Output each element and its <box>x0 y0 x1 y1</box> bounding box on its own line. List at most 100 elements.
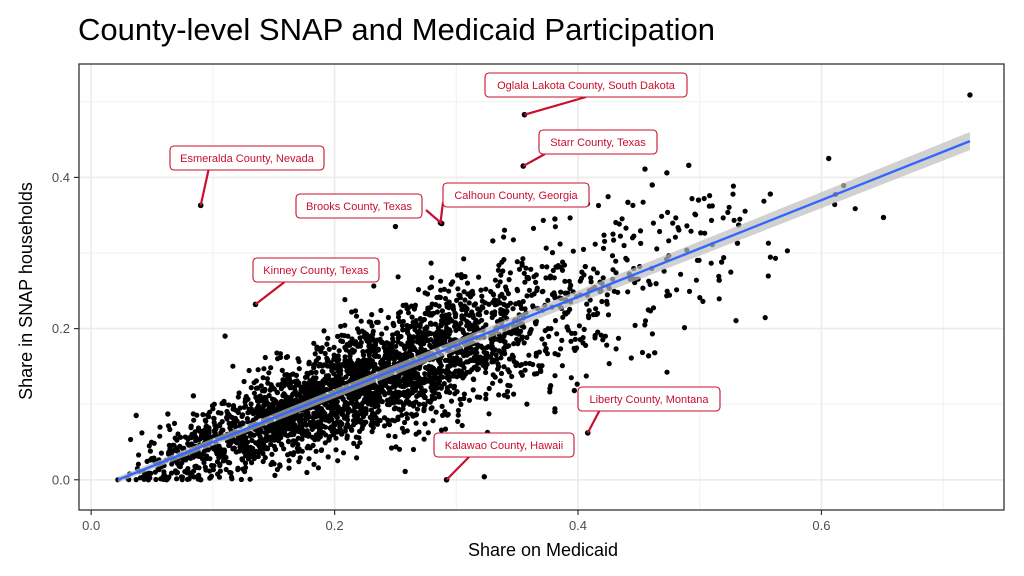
data-point <box>577 278 583 284</box>
data-point <box>333 447 339 453</box>
data-point <box>326 418 332 424</box>
data-point <box>461 256 467 262</box>
data-point <box>761 198 767 204</box>
data-point <box>436 394 443 400</box>
annotation-leader-line <box>445 456 470 481</box>
plot-panel: Oglala Lakota County, South Dakota Starr … <box>52 63 1005 533</box>
annotation-label-box <box>295 193 423 219</box>
data-point <box>285 403 291 409</box>
data-point <box>552 216 558 222</box>
data-point <box>476 319 482 325</box>
data-point <box>472 301 478 307</box>
annotation-label: Liberty County, Montana <box>589 394 709 406</box>
data-point <box>689 196 695 202</box>
data-point <box>653 281 659 287</box>
data-point <box>253 440 259 446</box>
data-point <box>526 276 532 282</box>
data-point <box>514 326 520 332</box>
data-point <box>406 392 412 399</box>
data-point <box>454 389 460 395</box>
data-point <box>316 431 322 437</box>
data-point <box>469 367 475 373</box>
data-point <box>274 466 280 473</box>
data-point <box>526 352 532 358</box>
data-point <box>335 353 341 359</box>
data-point <box>417 324 423 330</box>
data-point <box>201 460 207 466</box>
data-point <box>216 444 222 450</box>
data-point <box>369 429 375 435</box>
data-point <box>347 353 353 359</box>
data-point <box>487 354 494 360</box>
data-point <box>490 238 496 244</box>
data-point <box>261 388 268 394</box>
data-point <box>649 331 656 337</box>
data-point <box>463 307 469 314</box>
data-point <box>664 369 670 375</box>
data-point <box>552 295 558 301</box>
data-point <box>207 409 213 415</box>
data-point <box>438 385 444 391</box>
data-point <box>278 441 285 447</box>
data-point <box>235 409 241 416</box>
annotations: Oglala Lakota County, South Dakota Starr … <box>169 72 721 481</box>
data-point <box>401 343 407 349</box>
data-point <box>602 238 608 244</box>
data-point <box>640 285 646 291</box>
data-point <box>613 270 619 276</box>
data-point <box>360 372 366 378</box>
data-point <box>446 352 453 359</box>
data-point <box>765 273 771 279</box>
data-point <box>605 194 611 200</box>
data-point <box>306 386 312 392</box>
data-point <box>264 376 270 382</box>
data-point <box>475 343 481 349</box>
data-point <box>177 464 183 470</box>
data-point <box>483 309 489 315</box>
data-point <box>698 230 704 236</box>
data-point <box>387 349 393 355</box>
data-point <box>400 302 406 308</box>
data-point <box>412 412 419 418</box>
data-point <box>550 267 556 274</box>
data-point <box>311 340 317 346</box>
data-point <box>457 295 463 301</box>
data-point <box>399 352 405 359</box>
data-point <box>260 458 266 465</box>
data-point <box>319 345 325 351</box>
data-point <box>161 469 167 475</box>
data-point <box>374 394 380 400</box>
data-point <box>586 315 592 321</box>
data-point <box>577 337 583 343</box>
data-point <box>447 389 453 396</box>
data-point <box>136 452 142 458</box>
data-point <box>646 278 652 284</box>
data-point <box>171 420 178 426</box>
annotation-leader-line <box>425 209 443 225</box>
data-point <box>247 433 253 439</box>
data-point <box>319 447 325 453</box>
data-point <box>461 395 467 402</box>
data-point <box>483 286 489 292</box>
data-point <box>559 337 565 343</box>
data-point <box>255 385 261 391</box>
data-point <box>333 383 339 389</box>
data-point <box>479 345 486 351</box>
data-point <box>521 340 527 346</box>
data-point <box>185 436 191 442</box>
data-point <box>428 384 434 390</box>
data-point <box>588 275 594 281</box>
data-point <box>524 334 530 341</box>
data-point <box>261 366 267 372</box>
data-point <box>456 349 463 355</box>
data-point <box>565 327 571 333</box>
data-point <box>494 356 500 362</box>
data-point <box>528 326 534 333</box>
data-point <box>402 468 408 475</box>
data-point <box>261 397 267 403</box>
data-point <box>397 309 403 315</box>
data-point <box>217 468 223 474</box>
data-point <box>420 347 426 353</box>
data-point <box>393 331 400 337</box>
data-point <box>312 424 318 430</box>
